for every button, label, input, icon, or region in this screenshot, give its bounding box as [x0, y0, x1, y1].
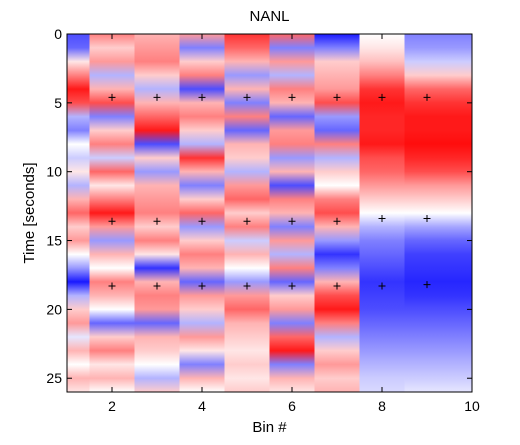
y-tick-label: 5	[54, 95, 62, 111]
event-marker	[243, 217, 251, 225]
heatmap-column-bin-6	[269, 34, 315, 392]
event-marker	[153, 93, 161, 101]
event-marker	[243, 282, 251, 290]
x-axis-label: Bin #	[252, 419, 287, 436]
chart-title: NANL	[249, 8, 289, 25]
axes-frame	[66, 33, 473, 393]
x-tick-label: 8	[378, 398, 386, 414]
heatmap-column-bin-1	[67, 34, 90, 392]
heatmap-column-bin-10	[449, 34, 472, 392]
event-marker	[423, 93, 431, 101]
x-tick-label: 10	[464, 398, 480, 414]
x-tick-label: 4	[198, 398, 206, 414]
event-marker	[243, 93, 251, 101]
y-tick-label: 20	[46, 301, 62, 317]
y-tick-label: 15	[46, 233, 62, 249]
event-marker	[378, 282, 386, 290]
heatmap-column-bin-8	[359, 34, 405, 392]
heatmap-cells	[67, 34, 472, 392]
event-marker	[198, 282, 206, 290]
heatmap-column-bin-4	[179, 34, 225, 392]
event-marker	[423, 281, 431, 289]
event-marker	[378, 93, 386, 101]
event-marker	[198, 217, 206, 225]
event-markers	[108, 93, 431, 290]
event-marker	[333, 217, 341, 225]
heatmap-column-bin-3	[134, 34, 180, 392]
x-tick-label: 6	[288, 398, 296, 414]
event-marker	[333, 282, 341, 290]
event-marker	[153, 282, 161, 290]
event-marker	[198, 93, 206, 101]
event-marker	[108, 282, 116, 290]
heatmap-column-bin-5	[224, 34, 270, 392]
heatmap-column-bin-9	[404, 34, 450, 392]
heatmap-column-bin-2	[89, 34, 135, 392]
heatmap-column-bin-7	[314, 34, 360, 392]
y-tick-label: 0	[54, 26, 62, 42]
y-axis-label: Time [seconds]	[21, 162, 38, 263]
event-marker	[333, 93, 341, 101]
event-marker	[288, 217, 296, 225]
event-marker	[288, 282, 296, 290]
y-tick-label: 25	[46, 370, 62, 386]
event-marker	[423, 215, 431, 223]
event-marker	[153, 217, 161, 225]
event-marker	[108, 217, 116, 225]
y-tick-label: 10	[46, 164, 62, 180]
event-marker	[378, 215, 386, 223]
event-marker	[108, 93, 116, 101]
x-tick-label: 2	[108, 398, 116, 414]
axis-ticks: 2 4 6 8 10 0 5 10 15 20 25	[46, 26, 480, 414]
event-marker	[288, 93, 296, 101]
